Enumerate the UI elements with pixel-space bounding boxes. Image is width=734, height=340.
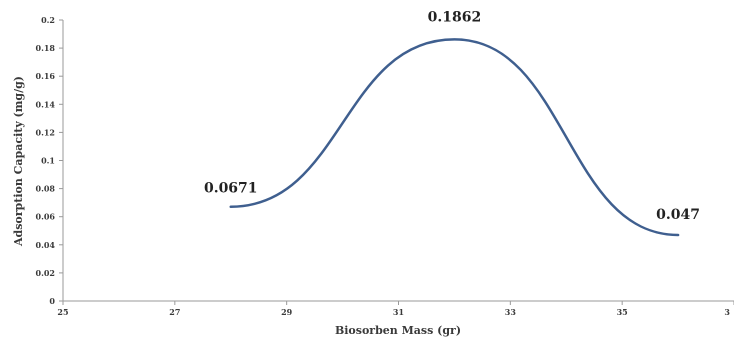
y-axis-title: Adsorption Capacity (mg/g) — [12, 76, 25, 247]
y-tick-label: 0.04 — [36, 240, 56, 250]
axes — [62, 20, 734, 302]
y-tick-label: 0 — [49, 296, 55, 306]
y-tick-label: 0.02 — [36, 268, 55, 278]
x-tick-label: 31 — [393, 307, 404, 317]
y-tick-label: 0.2 — [41, 15, 55, 25]
data-label: 0.047 — [656, 207, 700, 223]
data-label: 0.0671 — [204, 181, 258, 197]
series-layer — [229, 38, 680, 237]
y-tick-label: 0.18 — [36, 43, 56, 53]
y-tick-label: 0.12 — [36, 127, 55, 137]
x-tick-label: 35 — [617, 307, 628, 317]
y-tick-label: 0.1 — [41, 156, 55, 166]
data-labels: 0.0671 0.1862 0.047 — [204, 9, 700, 223]
x-axis-title: Biosorben Mass (gr) — [335, 324, 461, 337]
y-tick-label: 0.16 — [36, 71, 56, 81]
data-label: 0.1862 — [428, 9, 482, 25]
tick-labels: 0 0.02 0.04 0.06 0.08 0.1 0.12 0.14 0.16 0.18 0.2 2… — [36, 15, 734, 317]
x-tick-label: 3 — [724, 307, 730, 317]
x-tick-label: 33 — [505, 307, 517, 317]
series-line — [229, 38, 680, 237]
x-tick-label: 27 — [169, 307, 180, 317]
y-tick-label: 0.14 — [36, 99, 56, 109]
x-tick-label: 29 — [281, 307, 293, 317]
x-tick-label: 25 — [57, 307, 68, 317]
y-tick-label: 0.06 — [36, 212, 56, 222]
y-tick-label: 0.08 — [36, 184, 56, 194]
